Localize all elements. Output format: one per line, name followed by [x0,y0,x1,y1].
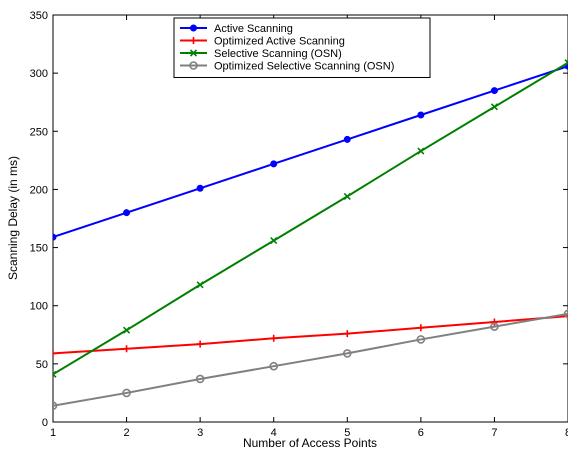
legend-entry: Selective Scanning (OSN) [180,48,342,60]
legend-marker [189,49,198,57]
legend-label: Active Scanning [214,23,293,35]
data-point [123,345,131,353]
data-point [416,335,426,344]
legend-marker [189,61,198,70]
x-tick-label: 6 [418,427,424,439]
data-point [563,309,568,319]
legend-marker [190,24,197,32]
series-line [53,315,568,355]
y-tick-label: 350 [30,10,48,22]
series-2 [53,59,568,378]
data-point [270,334,278,342]
x-tick-label: 8 [565,427,568,439]
data-point [343,192,351,200]
data-point [195,374,205,384]
legend-entry: Optimized Selective Scanning (OSN) [180,61,394,73]
series-line [53,65,568,239]
data-point [343,330,351,338]
data-point [417,324,425,332]
legend-label: Optimized Selective Scanning (OSN) [214,61,394,73]
data-point [270,237,278,245]
data-point [53,233,57,241]
legend-marker [190,37,197,44]
legend-label: Optimized Active Scanning [214,36,345,48]
y-tick-label: 250 [30,126,48,138]
data-point [490,87,498,95]
data-point [342,349,352,358]
data-point [123,326,131,334]
data-point [490,103,498,111]
data-point [490,322,499,331]
x-axis-label: Number of Access Points [243,436,377,450]
x-tick-label: 5 [344,427,350,439]
data-point [417,111,425,119]
legend-entry: Active Scanning [180,23,293,35]
y-tick-label: 150 [30,243,48,255]
legend-box [173,17,431,78]
x-tick-label: 2 [124,427,130,439]
data-point [123,209,131,217]
data-point [270,160,278,168]
x-tick-label: 4 [271,427,277,439]
series-0 [53,62,568,241]
data-point [196,281,204,289]
x-tick-label: 7 [491,427,497,439]
y-tick-label: 200 [30,184,48,196]
data-point [417,147,425,155]
x-tick-label: 1 [50,427,56,439]
y-tick-label: 100 [30,301,48,313]
legend-entry: Optimized Active Scanning [180,36,345,48]
y-tick-label: 300 [30,68,48,80]
data-point [53,349,57,357]
y-tick-label: 50 [36,359,48,371]
y-axis-label: Scanning Delay (in ms) [6,156,20,280]
data-point [343,135,351,143]
data-point [490,318,498,326]
data-point [564,59,568,67]
series-3 [53,309,568,411]
series-line [53,312,568,407]
data-point [122,388,131,398]
legend-label: Selective Scanning (OSN) [214,48,342,60]
series-line [53,61,568,376]
x-tick-label: 3 [197,427,203,439]
y-tick-label: 0 [42,417,48,429]
data-point [53,370,57,378]
data-point [196,340,204,348]
data-point [196,184,204,192]
data-point [53,401,58,411]
data-point [269,361,279,371]
